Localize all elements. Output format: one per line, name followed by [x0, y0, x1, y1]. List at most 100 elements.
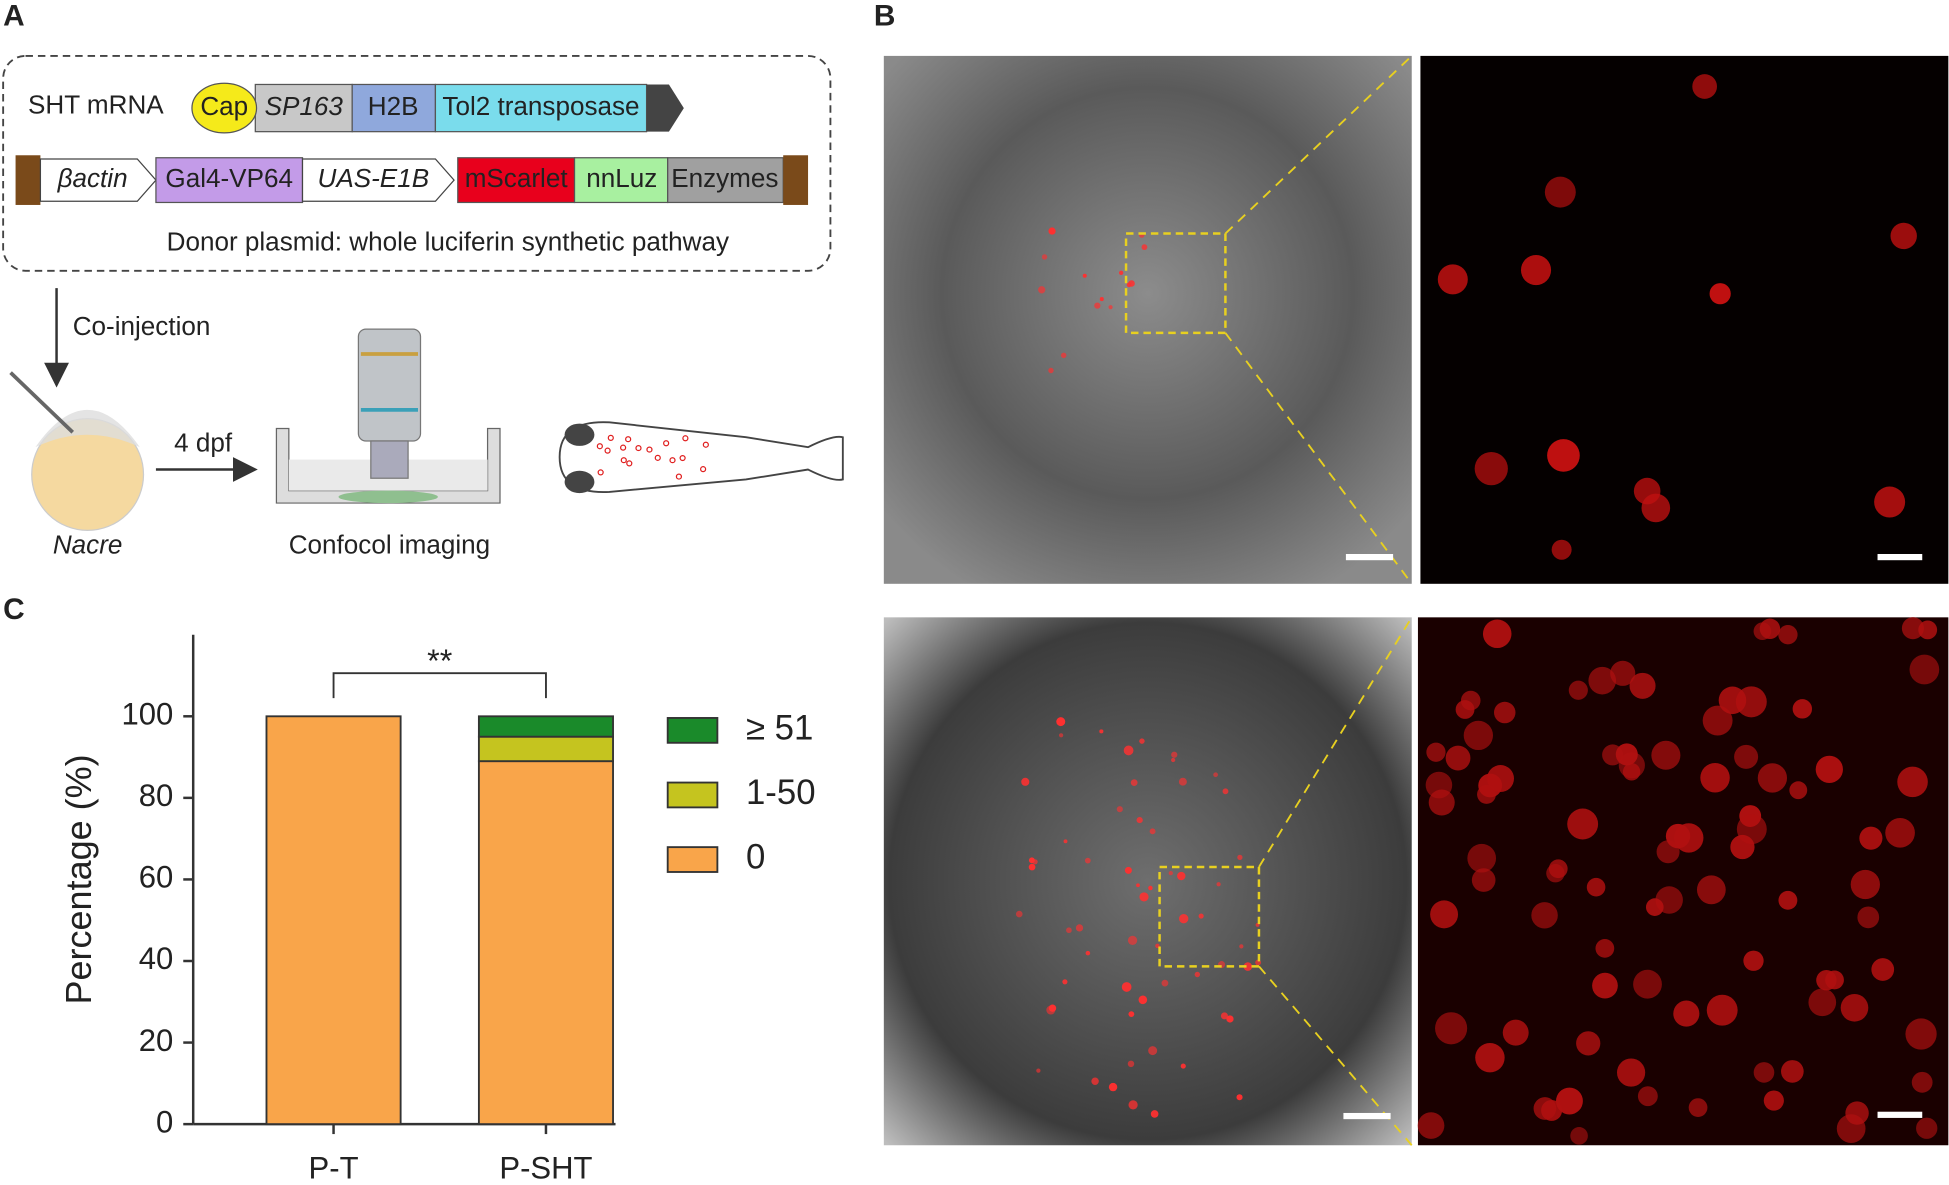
- cell: [1148, 885, 1153, 891]
- enzymes-box: [667, 157, 784, 204]
- cell: [1781, 1060, 1804, 1083]
- y-tick-label: 80: [139, 778, 174, 813]
- dot: [702, 441, 709, 448]
- cell: [1015, 910, 1023, 918]
- cell: [1487, 765, 1515, 793]
- uas-arrow: [301, 158, 455, 202]
- cell: [1048, 227, 1056, 235]
- cell: [1180, 1063, 1186, 1069]
- legend-swatch: [666, 717, 719, 744]
- cell: [1736, 814, 1767, 845]
- dot: [620, 457, 627, 464]
- cell: [1556, 1087, 1583, 1115]
- y-tick-label: 40: [139, 941, 174, 976]
- cell: [1576, 1031, 1601, 1056]
- bar-segment: [265, 715, 402, 1126]
- cell: [1056, 717, 1066, 727]
- dot: [596, 443, 603, 450]
- cell: [1222, 788, 1229, 795]
- part-label: Enzymes: [671, 163, 778, 193]
- cell: [1463, 720, 1494, 751]
- cell: [1474, 452, 1508, 486]
- cell: [1845, 1101, 1869, 1125]
- cell: [1533, 1097, 1557, 1120]
- cell: [1753, 1062, 1775, 1083]
- cell: [1161, 979, 1169, 987]
- itr: [15, 155, 41, 205]
- mrna-label: SHT mRNA: [28, 90, 164, 120]
- cell: [1021, 777, 1030, 786]
- cell: [1139, 892, 1149, 902]
- significance-label: **: [427, 643, 453, 679]
- cell: [1692, 74, 1717, 99]
- cell: [1706, 994, 1738, 1026]
- cell: [1177, 871, 1186, 881]
- cell: [1062, 979, 1068, 985]
- cell: [1239, 944, 1244, 949]
- cell: [1629, 672, 1656, 699]
- cell: [1602, 744, 1624, 766]
- scale-bar: [1345, 553, 1394, 561]
- cell: [1655, 886, 1683, 914]
- legend-label: 0: [746, 839, 765, 877]
- cell: [1136, 883, 1140, 888]
- cell: [1531, 902, 1558, 929]
- cell: [1237, 854, 1243, 860]
- cell: [1471, 868, 1496, 892]
- cell: [1028, 863, 1036, 871]
- embryo-label: Nacre: [53, 529, 123, 559]
- panel-label: B: [874, 0, 896, 32]
- cell: [1171, 751, 1178, 758]
- cell: [1595, 938, 1615, 958]
- dot: [597, 469, 604, 476]
- cell: [1128, 280, 1135, 287]
- dot: [635, 444, 642, 452]
- panel-label: C: [3, 593, 25, 626]
- cell: [1789, 781, 1808, 800]
- cell: [1048, 367, 1054, 374]
- part-label: UAS-E1B: [318, 163, 430, 193]
- cell: [1897, 766, 1928, 798]
- cell: [1637, 1086, 1658, 1107]
- cell: [1859, 826, 1883, 850]
- cell: [1874, 486, 1906, 518]
- cell: [1885, 817, 1915, 848]
- eye: [564, 470, 595, 494]
- dot: [604, 447, 611, 454]
- cell: [1428, 789, 1455, 816]
- cell: [1743, 950, 1764, 971]
- eye: [564, 423, 595, 446]
- cell: [1482, 619, 1512, 649]
- imaging-label: Confocol imaging: [289, 529, 491, 559]
- cell: [1178, 914, 1189, 924]
- cell: [1546, 864, 1565, 883]
- cell: [1178, 777, 1187, 786]
- nnluz-box: [573, 157, 669, 204]
- larva-dots: [596, 434, 709, 480]
- cell: [1825, 970, 1844, 990]
- cell: [1118, 270, 1124, 275]
- cap: [191, 82, 258, 134]
- step-label: 4 dpf: [174, 428, 233, 458]
- cell: [1066, 927, 1072, 934]
- cell: [1610, 660, 1636, 686]
- cell: [1437, 264, 1468, 295]
- cell: [1493, 701, 1516, 724]
- cell: [1136, 816, 1143, 824]
- dot: [679, 454, 686, 462]
- cell: [1150, 1110, 1159, 1118]
- bar-segment: [477, 735, 614, 763]
- cell: [1138, 995, 1148, 1005]
- legend-label: ≥ 51: [746, 710, 813, 748]
- cell: [1141, 244, 1148, 251]
- cell: [1084, 857, 1091, 864]
- cell: [1041, 254, 1048, 260]
- step-label: Co-injection: [73, 311, 211, 341]
- sp163-box: [254, 83, 353, 133]
- cell: [1840, 993, 1869, 1022]
- objective-tip: [370, 440, 409, 479]
- cell: [1570, 1127, 1588, 1145]
- cell: [1426, 742, 1446, 762]
- dot: [607, 434, 614, 441]
- cell: [1911, 1071, 1933, 1093]
